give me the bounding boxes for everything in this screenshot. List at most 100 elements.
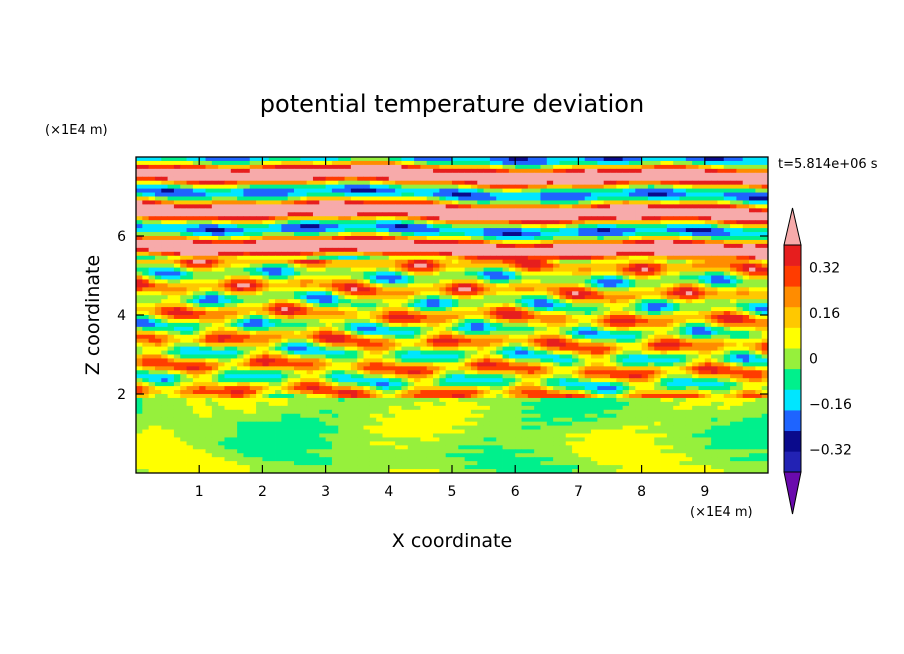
field-cell xyxy=(515,176,522,182)
field-cell xyxy=(388,176,396,182)
field-cell xyxy=(388,239,396,245)
field-cell xyxy=(439,157,447,162)
field-cell xyxy=(426,338,434,344)
field-cell xyxy=(237,275,244,280)
field-cell xyxy=(376,172,383,178)
field-cell xyxy=(679,157,687,162)
field-cell xyxy=(325,342,333,347)
field-cell xyxy=(395,318,402,324)
field-cell xyxy=(679,295,687,300)
field-cell xyxy=(761,216,768,221)
field-cell xyxy=(742,172,750,178)
field-cell xyxy=(610,204,617,209)
field-cell xyxy=(736,315,744,320)
field-cell xyxy=(161,299,168,304)
field-cell xyxy=(641,184,649,189)
field-cell xyxy=(224,279,232,284)
field-cell xyxy=(439,251,447,257)
field-cell xyxy=(294,204,301,209)
field-cell xyxy=(540,208,548,213)
field-cell xyxy=(723,330,731,336)
field-cell xyxy=(439,330,447,336)
field-cell xyxy=(319,188,326,193)
field-cell xyxy=(616,180,624,186)
field-cell xyxy=(477,200,484,205)
field-cell xyxy=(521,172,529,178)
field-cell xyxy=(350,275,358,280)
field-cell xyxy=(521,243,529,249)
field-cell xyxy=(331,184,339,189)
field-cell xyxy=(161,326,168,332)
field-cell xyxy=(647,212,655,217)
field-cell xyxy=(489,251,497,257)
field-cell xyxy=(527,243,535,249)
field-cell xyxy=(584,157,592,162)
field-cell xyxy=(237,247,244,253)
field-cell xyxy=(205,334,213,340)
field-cell xyxy=(382,342,390,347)
field-cell xyxy=(616,196,624,201)
field-cell xyxy=(338,180,345,186)
field-cell xyxy=(433,350,440,355)
field-cell xyxy=(357,318,364,324)
field-cell xyxy=(742,216,750,221)
field-cell xyxy=(761,311,768,316)
field-cell xyxy=(388,251,396,257)
field-cell xyxy=(698,236,706,241)
field-cell xyxy=(262,192,270,197)
field-cell xyxy=(711,267,718,272)
field-cell xyxy=(723,208,731,213)
field-cell xyxy=(407,322,415,328)
field-cell xyxy=(388,243,396,249)
field-cell xyxy=(199,267,206,272)
field-cell xyxy=(546,247,554,253)
field-cell xyxy=(350,224,358,229)
field-cell xyxy=(647,239,655,245)
field-cell xyxy=(527,291,535,296)
field-cell xyxy=(521,291,529,296)
field-cell xyxy=(489,220,497,225)
field-cell xyxy=(704,192,712,197)
field-cell xyxy=(401,247,409,253)
field-cell xyxy=(338,299,345,304)
field-cell xyxy=(666,279,674,284)
field-cell xyxy=(736,243,744,249)
field-cell xyxy=(736,307,744,312)
field-cell xyxy=(407,330,415,336)
field-cell xyxy=(559,267,567,272)
field-cell xyxy=(685,176,693,182)
field-cell xyxy=(622,172,630,178)
field-cell xyxy=(331,239,339,245)
field-cell xyxy=(527,232,535,237)
field-cell xyxy=(319,330,326,336)
field-cell xyxy=(749,216,756,221)
field-cell xyxy=(388,184,396,189)
field-cell xyxy=(628,307,636,312)
field-cell xyxy=(502,307,510,312)
field-cell xyxy=(376,283,383,288)
field-cell xyxy=(470,160,478,166)
field-cell xyxy=(382,216,390,221)
field-cell xyxy=(591,279,598,284)
field-cell xyxy=(641,216,649,221)
field-cell xyxy=(521,326,529,332)
field-cell xyxy=(572,216,579,221)
field-cell xyxy=(357,295,364,300)
field-cell xyxy=(749,299,756,304)
field-cell xyxy=(369,303,377,308)
field-cell xyxy=(470,275,478,280)
field-cell xyxy=(635,283,642,288)
field-cell xyxy=(211,251,219,257)
field-cell xyxy=(559,243,567,249)
field-cell xyxy=(167,318,175,324)
field-cell xyxy=(148,255,156,261)
field-cell xyxy=(445,208,453,213)
field-cell xyxy=(679,176,687,182)
field-cell xyxy=(534,160,541,166)
field-cell xyxy=(622,311,630,316)
field-cell xyxy=(572,295,579,300)
field-cell xyxy=(723,236,731,241)
field-cell xyxy=(470,326,478,332)
field-cell xyxy=(306,180,314,186)
field-cell xyxy=(407,307,415,312)
